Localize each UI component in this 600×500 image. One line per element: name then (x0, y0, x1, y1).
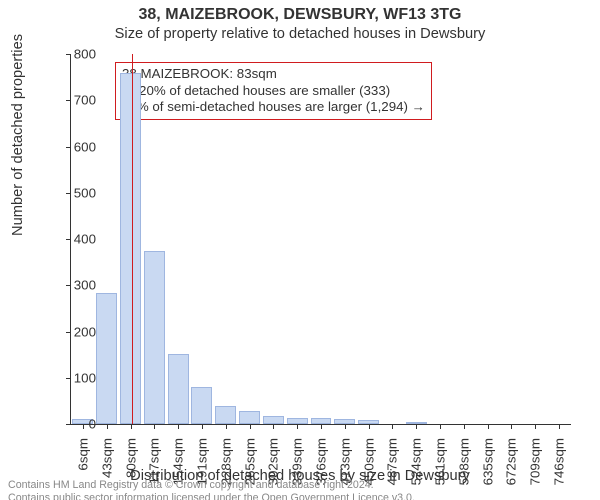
histogram-bar (263, 416, 284, 424)
histogram-bar (168, 354, 189, 424)
x-tick-label: 6sqm (75, 438, 90, 471)
y-tick-label: 600 (74, 139, 96, 154)
property-size-chart: { "header": { "title_line1": "38, MAIZEB… (0, 6, 600, 500)
y-axis-label: Number of detached properties (10, 34, 26, 236)
plot-area: 38 MAIZEBROOK: 83sqm ← 20% of detached h… (70, 54, 571, 425)
x-tick-mark (392, 424, 393, 429)
footer-attribution: Contains HM Land Registry data © Crown c… (8, 479, 592, 500)
x-tick-mark (178, 424, 179, 429)
x-tick-mark (488, 424, 489, 429)
y-tick-mark (66, 147, 71, 148)
histogram-bar (120, 73, 141, 425)
x-tick-mark (464, 424, 465, 429)
x-tick-mark (273, 424, 274, 429)
histogram-bar (239, 411, 260, 424)
y-tick-mark (66, 239, 71, 240)
x-tick-mark (535, 424, 536, 429)
histogram-bar (96, 293, 117, 424)
y-tick-mark (66, 332, 71, 333)
callout-line-3: 79% of semi-detached houses are larger (… (122, 99, 425, 116)
y-tick-label: 700 (74, 93, 96, 108)
x-tick-mark (559, 424, 560, 429)
x-tick-mark (154, 424, 155, 429)
footer-line-2: Contains public sector information licen… (8, 492, 592, 500)
histogram-bar (144, 251, 165, 424)
histogram-bar (215, 406, 236, 424)
x-tick-mark (202, 424, 203, 429)
x-tick-mark (107, 424, 108, 429)
y-tick-label: 0 (89, 417, 96, 432)
x-tick-mark (511, 424, 512, 429)
y-tick-label: 200 (74, 324, 96, 339)
y-tick-mark (66, 424, 71, 425)
x-tick-mark (83, 424, 84, 429)
x-tick-mark (345, 424, 346, 429)
histogram-bar (191, 387, 212, 424)
x-tick-mark (297, 424, 298, 429)
footer-line-1: Contains HM Land Registry data © Crown c… (8, 479, 592, 491)
callout-line-2: ← 20% of detached houses are smaller (33… (122, 83, 425, 100)
x-tick-mark (226, 424, 227, 429)
y-tick-label: 800 (74, 47, 96, 62)
x-tick-mark (440, 424, 441, 429)
y-tick-label: 300 (74, 278, 96, 293)
y-tick-label: 100 (74, 370, 96, 385)
y-tick-label: 500 (74, 185, 96, 200)
chart-title: 38, MAIZEBROOK, DEWSBURY, WF13 3TG (0, 6, 600, 24)
x-tick-mark (416, 424, 417, 429)
property-size-marker (132, 54, 133, 424)
y-tick-mark (66, 378, 71, 379)
x-tick-mark (131, 424, 132, 429)
x-tick-mark (250, 424, 251, 429)
x-tick-mark (369, 424, 370, 429)
x-tick-mark (321, 424, 322, 429)
y-tick-label: 400 (74, 232, 96, 247)
property-callout: 38 MAIZEBROOK: 83sqm ← 20% of detached h… (115, 62, 432, 120)
y-tick-mark (66, 285, 71, 286)
y-tick-mark (66, 193, 71, 194)
y-tick-mark (66, 100, 71, 101)
y-tick-mark (66, 54, 71, 55)
chart-subtitle: Size of property relative to detached ho… (0, 26, 600, 42)
callout-line-1: 38 MAIZEBROOK: 83sqm (122, 66, 425, 83)
